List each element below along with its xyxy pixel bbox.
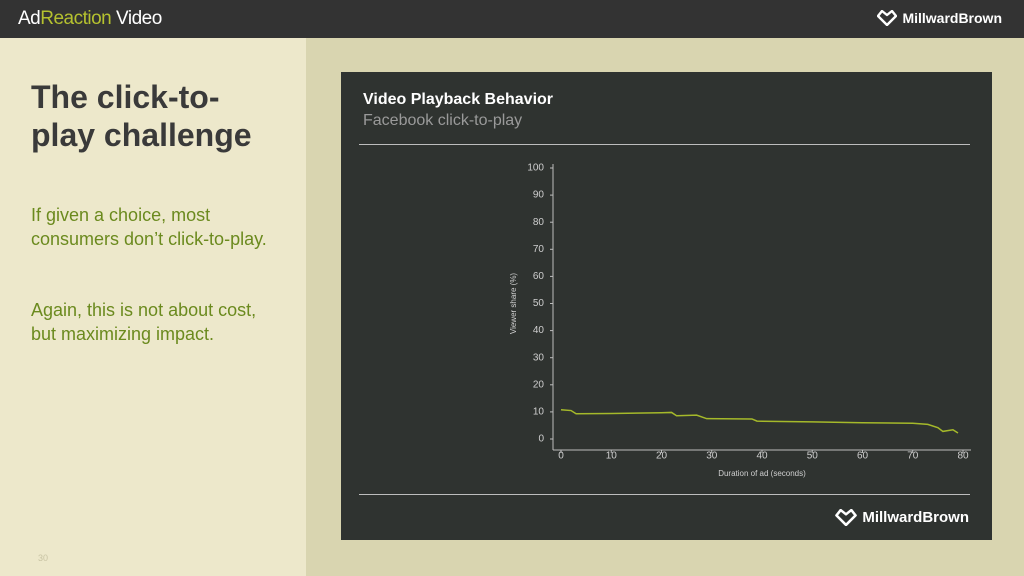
x-tick-label: 40	[756, 451, 768, 462]
x-tick-label: 70	[907, 451, 919, 462]
x-tick-label: 80	[957, 451, 969, 462]
divider	[359, 144, 970, 145]
y-axis-label: Viewer share (%)	[509, 273, 518, 335]
y-tick-label: 100	[527, 163, 544, 174]
x-tick-label: 30	[706, 451, 718, 462]
x-tick-label: 20	[656, 451, 668, 462]
y-tick-label: 80	[533, 217, 545, 228]
logo-text: MillwardBrown	[902, 10, 1002, 26]
paragraph: Again, this is not about cost, but maxim…	[31, 300, 257, 344]
x-tick-label: 50	[807, 451, 819, 462]
x-tick-label: 10	[606, 451, 618, 462]
brand-part: Ad	[18, 8, 41, 29]
page-number: 30	[38, 553, 49, 563]
slide-title: The click-to-play challenge	[31, 79, 252, 153]
logo: MillwardBrown	[835, 509, 969, 526]
logo: MillwardBrown	[877, 10, 1002, 26]
y-tick-label: 0	[538, 434, 544, 445]
chart-panel: Video Playback Behavior Facebook click-t…	[341, 72, 992, 540]
brand-part: Reaction	[40, 8, 112, 29]
logo-text: MillwardBrown	[862, 509, 969, 526]
chart: 0 10 20 30 40 50 60 70 80 90 100 0 10 20 30 40 50 60 70 80 D…	[509, 163, 971, 478]
paragraph: If given a choice, most consumers don’t …	[31, 205, 267, 249]
y-tick-label: 70	[533, 244, 545, 255]
brand-part: Video	[111, 8, 162, 29]
header-bar: AdReaction Video MillwardBrown	[0, 0, 1024, 38]
x-tick-label: 0	[558, 451, 564, 462]
y-tick-label: 20	[533, 379, 545, 390]
chart-subtitle: Facebook click-to-play	[363, 112, 523, 129]
x-tick-label: 60	[857, 451, 869, 462]
left-panel	[0, 38, 306, 576]
divider	[359, 494, 970, 495]
data-line	[560, 408, 959, 434]
logo-icon	[835, 509, 858, 526]
y-tick-label: 60	[533, 271, 545, 282]
x-axis-label: Duration of ad (seconds)	[718, 469, 806, 478]
y-tick-label: 10	[533, 407, 545, 418]
y-tick-label: 30	[533, 352, 545, 363]
y-tick-label: 50	[533, 298, 545, 309]
brand: AdReaction Video	[18, 8, 162, 30]
logo-icon	[877, 10, 898, 26]
y-tick-label: 40	[533, 325, 545, 336]
chart-title: Video Playback Behavior	[363, 91, 554, 108]
y-tick-label: 90	[533, 190, 545, 201]
